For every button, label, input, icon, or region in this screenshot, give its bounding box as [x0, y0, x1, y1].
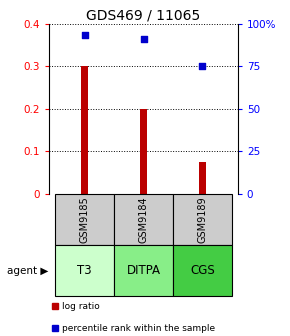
Bar	[55, 194, 114, 245]
Title: GDS469 / 11065: GDS469 / 11065	[86, 8, 201, 23]
Bar	[114, 245, 173, 296]
Point	[141, 36, 146, 42]
Text: GSM9185: GSM9185	[80, 196, 90, 243]
Text: GSM9189: GSM9189	[197, 196, 207, 243]
Point	[200, 64, 205, 69]
Text: percentile rank within the sample: percentile rank within the sample	[63, 324, 216, 333]
Bar	[173, 194, 232, 245]
Bar	[114, 194, 173, 245]
Text: CGS: CGS	[190, 264, 215, 277]
Text: GSM9184: GSM9184	[139, 196, 148, 243]
Text: agent ▶: agent ▶	[7, 266, 48, 276]
Bar	[199, 162, 206, 194]
Bar	[173, 245, 232, 296]
Bar	[140, 109, 147, 194]
Bar	[81, 66, 88, 194]
Text: DITPA: DITPA	[126, 264, 161, 277]
Bar	[55, 245, 114, 296]
Point	[82, 33, 87, 38]
Text: log ratio: log ratio	[63, 302, 100, 311]
Text: T3: T3	[77, 264, 92, 277]
